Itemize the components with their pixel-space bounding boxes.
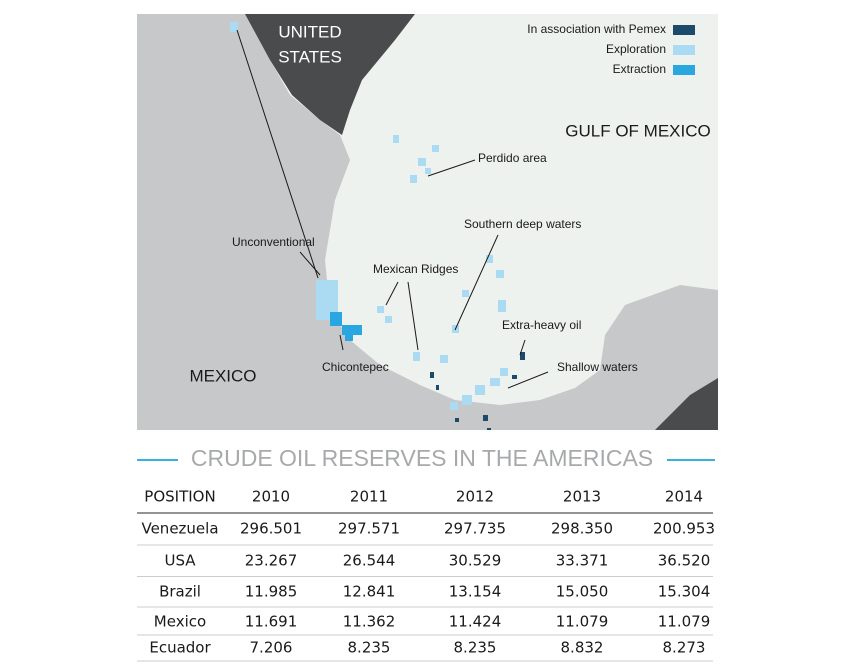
map-label: STATES xyxy=(278,47,342,66)
land-cuba xyxy=(655,378,718,430)
header-cell: POSITION xyxy=(144,488,215,506)
value-cell: 11.691 xyxy=(245,613,298,631)
value-cell: 15.050 xyxy=(556,583,609,601)
header-cell: 2012 xyxy=(456,488,494,506)
map-label: UNITED xyxy=(278,22,341,41)
callout: Southern deep waters xyxy=(464,217,581,231)
value-cell: 23.267 xyxy=(245,552,298,570)
leader-lines xyxy=(236,29,549,389)
callout: Shallow waters xyxy=(557,360,638,374)
legend-label: Extraction xyxy=(613,62,666,76)
map: UNITED STATES GULF OF MEXICO MEXICO Perd… xyxy=(137,14,718,430)
header-cell: 2011 xyxy=(350,488,388,506)
value-cell: 8.235 xyxy=(454,639,497,657)
legend: In association with Pemex Exploration Extr… xyxy=(527,22,695,76)
value-cell: 26.544 xyxy=(343,552,396,570)
value-cell: 36.520 xyxy=(658,552,711,570)
value-cell: 11.985 xyxy=(245,583,298,601)
callout: Extra-heavy oil xyxy=(502,318,581,332)
value-cell: 298.350 xyxy=(551,520,613,538)
value-cell: 11.424 xyxy=(449,613,502,631)
value-cell: 11.362 xyxy=(343,613,396,631)
legend-swatch xyxy=(673,65,695,75)
row-label: Ecuador xyxy=(149,639,211,657)
callout: Mexican Ridges xyxy=(373,262,458,276)
row-label: Mexico xyxy=(154,613,206,631)
table-title: CRUDE OIL RESERVES IN THE AMERICAS xyxy=(191,445,653,471)
callout: Chicontepec xyxy=(322,360,389,374)
pemex-blocks xyxy=(430,352,525,430)
value-cell: 8.273 xyxy=(663,639,706,657)
value-cell: 8.235 xyxy=(348,639,391,657)
land-mexico xyxy=(137,14,718,430)
legend-label: In association with Pemex xyxy=(527,22,666,36)
header-cell: 2013 xyxy=(563,488,601,506)
value-cell: 33.371 xyxy=(556,552,609,570)
extraction-blocks xyxy=(330,312,362,341)
callout: Perdido area xyxy=(478,151,547,165)
value-cell: 15.304 xyxy=(658,583,711,601)
value-cell: 200.953 xyxy=(653,520,715,538)
map-label: MEXICO xyxy=(189,366,256,385)
row-label: USA xyxy=(164,552,196,570)
land-usa xyxy=(245,14,415,135)
map-label: GULF OF MEXICO xyxy=(565,121,710,140)
row-label: Brazil xyxy=(159,583,201,601)
value-cell: 7.206 xyxy=(250,639,293,657)
value-cell: 297.735 xyxy=(444,520,506,538)
legend-swatch xyxy=(673,45,695,55)
value-cell: 30.529 xyxy=(449,552,502,570)
callout: Unconventional xyxy=(232,235,315,249)
legend-label: Exploration xyxy=(606,42,666,56)
legend-swatch xyxy=(673,25,695,35)
value-cell: 11.079 xyxy=(658,613,711,631)
table: CRUDE OIL RESERVES IN THE AMERICAS POSIT… xyxy=(137,445,715,662)
row-label: Venezuela xyxy=(141,520,218,538)
value-cell: 8.832 xyxy=(561,639,604,657)
value-cell: 297.571 xyxy=(338,520,400,538)
value-cell: 296.501 xyxy=(240,520,302,538)
header-cell: 2010 xyxy=(252,488,290,506)
value-cell: 13.154 xyxy=(449,583,502,601)
header-cell: 2014 xyxy=(665,488,703,506)
value-cell: 12.841 xyxy=(343,583,396,601)
value-cell: 11.079 xyxy=(556,613,609,631)
